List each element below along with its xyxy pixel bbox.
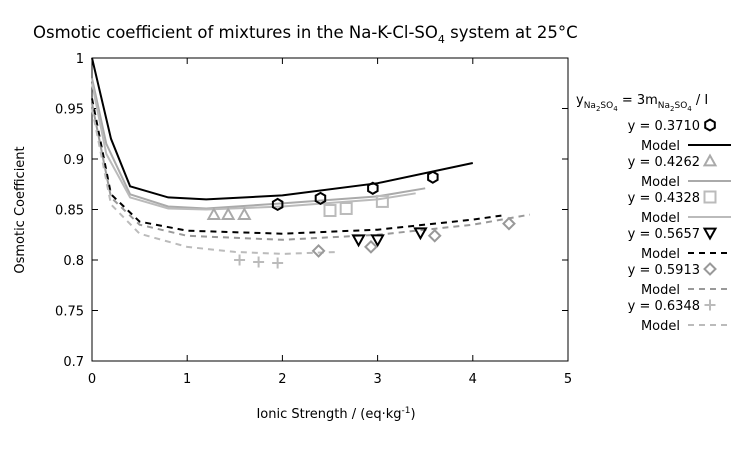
data-point-series-2: [237, 206, 252, 220]
data-point-series-5: [502, 216, 516, 231]
legend-model-label-series-2: Model: [641, 175, 680, 190]
data-point-series-6: [253, 256, 265, 268]
legend-model-label-series-1: Model: [641, 139, 680, 154]
legend-header-m-sub: Na: [658, 101, 670, 111]
legend-label-series-4: y = 0.5657: [628, 227, 700, 242]
data-point-series-1: [367, 181, 379, 195]
model-line-series-3: [91, 83, 416, 211]
data-point-series-6: [234, 254, 246, 266]
x-axis-title: Ionic Strength / (eq·kg-1): [256, 406, 415, 422]
chart-title-main: Osmotic coefficient of mixtures in the N…: [33, 23, 438, 42]
legend-marker-series-5: [703, 262, 717, 276]
model-line-series-2: [91, 77, 426, 210]
legend-model-label-series-4: Model: [641, 247, 680, 262]
model-lines: [91, 57, 531, 255]
data-point-series-6: [272, 257, 284, 269]
model-line-series-6: [91, 108, 340, 255]
x-axis-title-superscript: -1: [401, 406, 410, 416]
legend-marker-series-6: [704, 299, 716, 311]
data-point-series-3: [323, 204, 337, 218]
x-tick-label: 5: [564, 372, 572, 387]
legend-header-eq: = 3m: [618, 93, 658, 108]
legend-marker-series-3: [703, 190, 717, 204]
x-tick-label: 1: [183, 372, 191, 387]
y-tick-label: 0.95: [55, 103, 84, 118]
y-tick-label: 0.9: [63, 153, 84, 168]
chart-title-suffix: system at 25°C: [445, 23, 578, 42]
x-tick-label: 3: [373, 372, 381, 387]
model-line-series-5: [91, 103, 531, 241]
data-point-series-5: [427, 228, 442, 243]
legend-header-m-subsub: 2: [670, 105, 674, 113]
data-point-series-5: [311, 243, 326, 258]
y-tick-label: 0.75: [55, 305, 84, 320]
legend-header-y-sub2: SO: [600, 101, 613, 111]
data-point-series-1: [271, 197, 284, 212]
data-point-series-4: [413, 227, 428, 241]
legend-label-series-3: y = 0.4328: [628, 191, 700, 206]
legend-header: yNa2SO4 = 3mNa2SO4 / I: [576, 93, 708, 113]
x-axis-title-main: Ionic Strength / (eq·kg: [256, 407, 401, 422]
legend: yNa2SO4 = 3mNa2SO4 / I y = 0.3710Modely …: [576, 93, 731, 334]
x-tick-label: 0: [88, 372, 96, 387]
y-tick-label: 0.85: [55, 204, 84, 219]
chart-title-subscript: 4: [438, 33, 445, 46]
legend-marker-series-4: [702, 227, 718, 241]
plot-area: [91, 57, 569, 362]
legend-header-suffix: / I: [692, 93, 708, 108]
data-point-series-3: [339, 201, 353, 215]
data-point-series-4: [370, 234, 385, 248]
data-point-series-5: [364, 239, 378, 254]
legend-label-series-2: y = 0.4262: [628, 155, 700, 170]
y-tick-label: 1: [76, 52, 84, 67]
x-tick-label: 2: [278, 372, 286, 387]
plot-frame: [91, 57, 569, 362]
legend-header-m-sub2: SO: [675, 101, 688, 111]
data-point-series-1: [314, 191, 327, 206]
data-point-series-4: [351, 234, 366, 248]
legend-marker-series-1: [704, 118, 716, 132]
y-tick-label: 0.8: [63, 254, 84, 269]
x-axis-title-suffix: ): [410, 407, 415, 422]
legend-header-y-subsub2: 4: [613, 105, 618, 113]
x-tick-label: 4: [469, 372, 477, 387]
axis-ticks: 0 1 2 3 4 5 0.7 0.75 0.8 0.85 0.9 0.95 1: [55, 52, 572, 387]
data-point-series-1: [427, 170, 439, 184]
model-line-series-4: [91, 98, 502, 235]
legend-label-series-5: y = 0.5913: [628, 263, 700, 278]
legend-model-label-series-5: Model: [641, 283, 680, 298]
data-point-series-2: [220, 206, 236, 220]
data-point-series-2: [206, 206, 222, 220]
y-tick-label: 0.7: [63, 355, 84, 370]
chart-title: Osmotic coefficient of mixtures in the N…: [33, 23, 578, 46]
legend-label-series-6: y = 0.6348: [628, 299, 700, 314]
legend-header-y-sub: Na: [584, 101, 596, 111]
model-line-series-1: [91, 57, 474, 201]
legend-label-series-1: y = 0.3710: [628, 119, 700, 134]
legend-header-m-subsub2: 4: [687, 105, 692, 113]
legend-model-label-series-6: Model: [641, 319, 680, 334]
legend-header-y-subsub: 2: [596, 105, 600, 113]
legend-marker-series-2: [702, 153, 718, 167]
data-point-series-3: [375, 194, 389, 208]
legend-model-label-series-3: Model: [641, 211, 680, 226]
data-markers: [206, 170, 516, 269]
legend-header-y: y: [576, 93, 584, 108]
y-axis-title: Osmotic Coefficient: [13, 146, 28, 273]
